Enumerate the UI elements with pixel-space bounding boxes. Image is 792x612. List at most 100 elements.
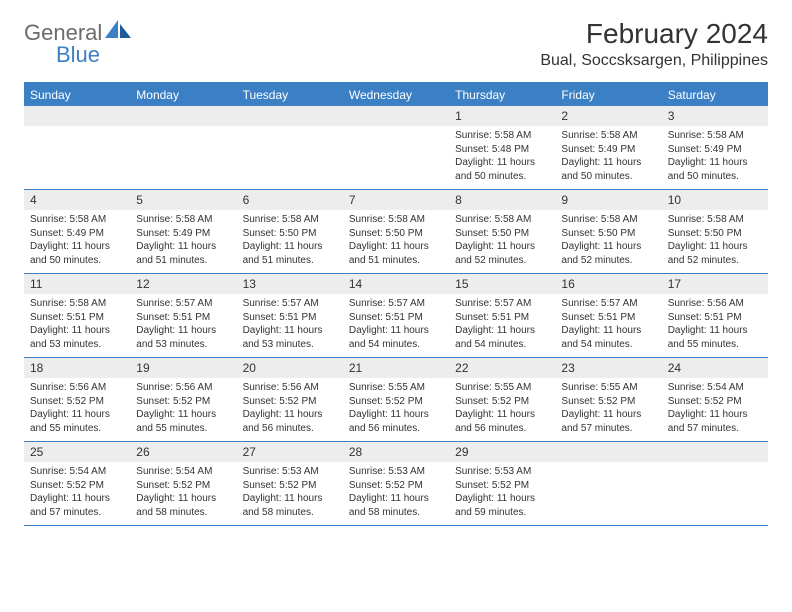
sunrise-text: Sunrise: 5:53 AM xyxy=(349,465,443,479)
sunset-text: Sunset: 5:49 PM xyxy=(30,227,124,241)
sunset-text: Sunset: 5:50 PM xyxy=(561,227,655,241)
sunrise-text: Sunrise: 5:57 AM xyxy=(243,297,337,311)
dayname-sunday: Sunday xyxy=(24,84,130,106)
day-number: 22 xyxy=(449,358,555,378)
sunset-text: Sunset: 5:52 PM xyxy=(243,395,337,409)
sunset-text: Sunset: 5:50 PM xyxy=(349,227,443,241)
sunrise-text: Sunrise: 5:55 AM xyxy=(455,381,549,395)
day-details: Sunrise: 5:56 AMSunset: 5:52 PMDaylight:… xyxy=(237,378,343,441)
sunrise-text: Sunrise: 5:58 AM xyxy=(668,129,762,143)
day-number: 16 xyxy=(555,274,661,294)
day-details: Sunrise: 5:56 AMSunset: 5:51 PMDaylight:… xyxy=(662,294,768,357)
day-cell: 14Sunrise: 5:57 AMSunset: 5:51 PMDayligh… xyxy=(343,274,449,357)
day-number: 12 xyxy=(130,274,236,294)
daylight-text: Daylight: 11 hours and 56 minutes. xyxy=(243,408,337,435)
sunrise-text: Sunrise: 5:58 AM xyxy=(30,297,124,311)
day-number: 2 xyxy=(555,106,661,126)
day-number: 10 xyxy=(662,190,768,210)
day-cell: 28 Sunrise: 5:53 AMSunset: 5:52 PMDayligh… xyxy=(343,442,449,525)
day-cell: 15Sunrise: 5:57 AMSunset: 5:51 PMDayligh… xyxy=(449,274,555,357)
sunset-text: Sunset: 5:51 PM xyxy=(136,311,230,325)
day-details: Sunrise: 5:53 AMSunset: 5:52 PMDaylight:… xyxy=(449,462,555,525)
sunrise-text: Sunrise: 5:53 AM xyxy=(243,465,337,479)
day-number: 24 xyxy=(662,358,768,378)
sunset-text: Sunset: 5:52 PM xyxy=(455,479,549,493)
day-details: Sunrise: 5:58 AMSunset: 5:49 PMDaylight:… xyxy=(555,126,661,189)
location-subtitle: Bual, Soccsksargen, Philippines xyxy=(540,52,768,70)
day-number xyxy=(662,442,768,462)
day-details: Sunrise: 5:55 AMSunset: 5:52 PMDaylight:… xyxy=(449,378,555,441)
day-number xyxy=(130,106,236,126)
day-cell: 3Sunrise: 5:58 AMSunset: 5:49 PMDaylight… xyxy=(662,106,768,189)
daylight-text: Daylight: 11 hours and 53 minutes. xyxy=(30,324,124,351)
week-row: 11Sunrise: 5:58 AMSunset: 5:51 PMDayligh… xyxy=(24,274,768,358)
day-cell: 13Sunrise: 5:57 AMSunset: 5:51 PMDayligh… xyxy=(237,274,343,357)
daylight-text: Daylight: 11 hours and 51 minutes. xyxy=(349,240,443,267)
dayname-wednesday: Wednesday xyxy=(343,84,449,106)
day-number: 17 xyxy=(662,274,768,294)
day-cell: 29Sunrise: 5:53 AMSunset: 5:52 PMDayligh… xyxy=(449,442,555,525)
sunset-text: Sunset: 5:49 PM xyxy=(561,143,655,157)
sunrise-text: Sunrise: 5:58 AM xyxy=(561,129,655,143)
day-cell: 6Sunrise: 5:58 AMSunset: 5:50 PMDaylight… xyxy=(237,190,343,273)
empty-cell xyxy=(130,106,236,189)
day-details: Sunrise: 5:55 AMSunset: 5:52 PMDaylight:… xyxy=(555,378,661,441)
dayname-row: SundayMondayTuesdayWednesdayThursdayFrid… xyxy=(24,84,768,106)
day-number: 9 xyxy=(555,190,661,210)
day-cell: 1Sunrise: 5:58 AMSunset: 5:48 PMDaylight… xyxy=(449,106,555,189)
dayname-tuesday: Tuesday xyxy=(237,84,343,106)
day-details: Sunrise: 5:58 AMSunset: 5:49 PMDaylight:… xyxy=(662,126,768,189)
sunrise-text: Sunrise: 5:58 AM xyxy=(455,213,549,227)
day-number: 28 xyxy=(343,442,449,462)
sunrise-text: Sunrise: 5:54 AM xyxy=(668,381,762,395)
day-cell: 7Sunrise: 5:58 AMSunset: 5:50 PMDaylight… xyxy=(343,190,449,273)
day-details: Sunrise: 5:53 AMSunset: 5:52 PMDaylight:… xyxy=(237,462,343,525)
empty-cell xyxy=(662,442,768,525)
week-row: 25Sunrise: 5:54 AMSunset: 5:52 PMDayligh… xyxy=(24,442,768,526)
sunset-text: Sunset: 5:49 PM xyxy=(668,143,762,157)
daylight-text: Daylight: 11 hours and 54 minutes. xyxy=(561,324,655,351)
empty-cell xyxy=(555,442,661,525)
daylight-text: Daylight: 11 hours and 57 minutes. xyxy=(668,408,762,435)
sunrise-text: Sunrise: 5:56 AM xyxy=(243,381,337,395)
day-number xyxy=(555,442,661,462)
sunset-text: Sunset: 5:52 PM xyxy=(349,479,443,493)
day-details: Sunrise: 5:57 AMSunset: 5:51 PMDaylight:… xyxy=(343,294,449,357)
sunset-text: Sunset: 5:51 PM xyxy=(668,311,762,325)
empty-cell xyxy=(24,106,130,189)
sunrise-text: Sunrise: 5:58 AM xyxy=(561,213,655,227)
page-header: General Blue February 2024 Bual, Soccsks… xyxy=(24,18,768,70)
sunrise-text: Sunrise: 5:58 AM xyxy=(136,213,230,227)
daylight-text: Daylight: 11 hours and 55 minutes. xyxy=(30,408,124,435)
day-details: Sunrise: 5:54 AMSunset: 5:52 PMDaylight:… xyxy=(662,378,768,441)
day-cell: 19Sunrise: 5:56 AMSunset: 5:52 PMDayligh… xyxy=(130,358,236,441)
day-details: Sunrise: 5:58 AMSunset: 5:49 PMDaylight:… xyxy=(24,210,130,273)
sunrise-text: Sunrise: 5:57 AM xyxy=(455,297,549,311)
day-cell: 4Sunrise: 5:58 AMSunset: 5:49 PMDaylight… xyxy=(24,190,130,273)
day-details: Sunrise: 5:57 AMSunset: 5:51 PMDaylight:… xyxy=(130,294,236,357)
sunset-text: Sunset: 5:50 PM xyxy=(668,227,762,241)
day-cell: 27Sunrise: 5:53 AMSunset: 5:52 PMDayligh… xyxy=(237,442,343,525)
day-details: Sunrise: 5:55 AMSunset: 5:52 PMDaylight:… xyxy=(343,378,449,441)
day-number: 29 xyxy=(449,442,555,462)
day-cell: 25Sunrise: 5:54 AMSunset: 5:52 PMDayligh… xyxy=(24,442,130,525)
day-cell: 17Sunrise: 5:56 AMSunset: 5:51 PMDayligh… xyxy=(662,274,768,357)
sunset-text: Sunset: 5:52 PM xyxy=(136,479,230,493)
day-number xyxy=(343,106,449,126)
day-number: 3 xyxy=(662,106,768,126)
dayname-thursday: Thursday xyxy=(449,84,555,106)
daylight-text: Daylight: 11 hours and 50 minutes. xyxy=(30,240,124,267)
day-cell: 22Sunrise: 5:55 AMSunset: 5:52 PMDayligh… xyxy=(449,358,555,441)
sunrise-text: Sunrise: 5:58 AM xyxy=(668,213,762,227)
day-details: Sunrise: 5:54 AMSunset: 5:52 PMDaylight:… xyxy=(24,462,130,525)
daylight-text: Daylight: 11 hours and 58 minutes. xyxy=(136,492,230,519)
day-cell: 24Sunrise: 5:54 AMSunset: 5:52 PMDayligh… xyxy=(662,358,768,441)
sunrise-text: Sunrise: 5:58 AM xyxy=(455,129,549,143)
daylight-text: Daylight: 11 hours and 58 minutes. xyxy=(349,492,443,519)
empty-cell xyxy=(237,106,343,189)
sunset-text: Sunset: 5:52 PM xyxy=(136,395,230,409)
sunrise-text: Sunrise: 5:53 AM xyxy=(455,465,549,479)
day-cell: 26Sunrise: 5:54 AMSunset: 5:52 PMDayligh… xyxy=(130,442,236,525)
sunrise-text: Sunrise: 5:57 AM xyxy=(561,297,655,311)
sunset-text: Sunset: 5:51 PM xyxy=(30,311,124,325)
